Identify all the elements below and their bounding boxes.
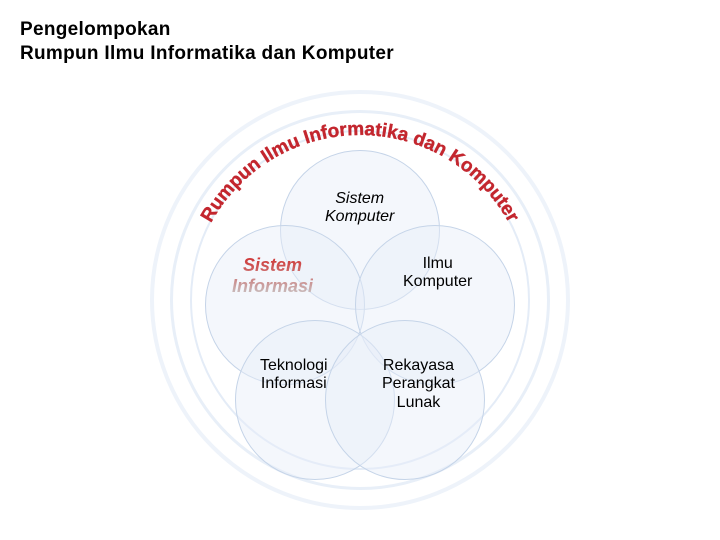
title-line-2: Rumpun Ilmu Informatika dan Komputer <box>20 43 394 64</box>
label-sistem-informasi: Sistem Informasi <box>232 255 313 296</box>
label-sistem-komputer: Sistem Komputer <box>325 190 394 227</box>
diagram-stage: Rumpun Ilmu Informatika dan Komputer Sis… <box>120 95 600 535</box>
page-title: Pengelompokan Rumpun Ilmu Informatika da… <box>20 18 394 66</box>
label-ilmu-komputer: Ilmu Komputer <box>403 255 472 292</box>
label-teknologi-informasi: Teknologi Informasi <box>260 357 328 394</box>
title-line-1: Pengelompokan <box>20 19 171 40</box>
label-rekayasa-perangkat-lunak: Rekayasa Perangkat Lunak <box>382 357 455 412</box>
